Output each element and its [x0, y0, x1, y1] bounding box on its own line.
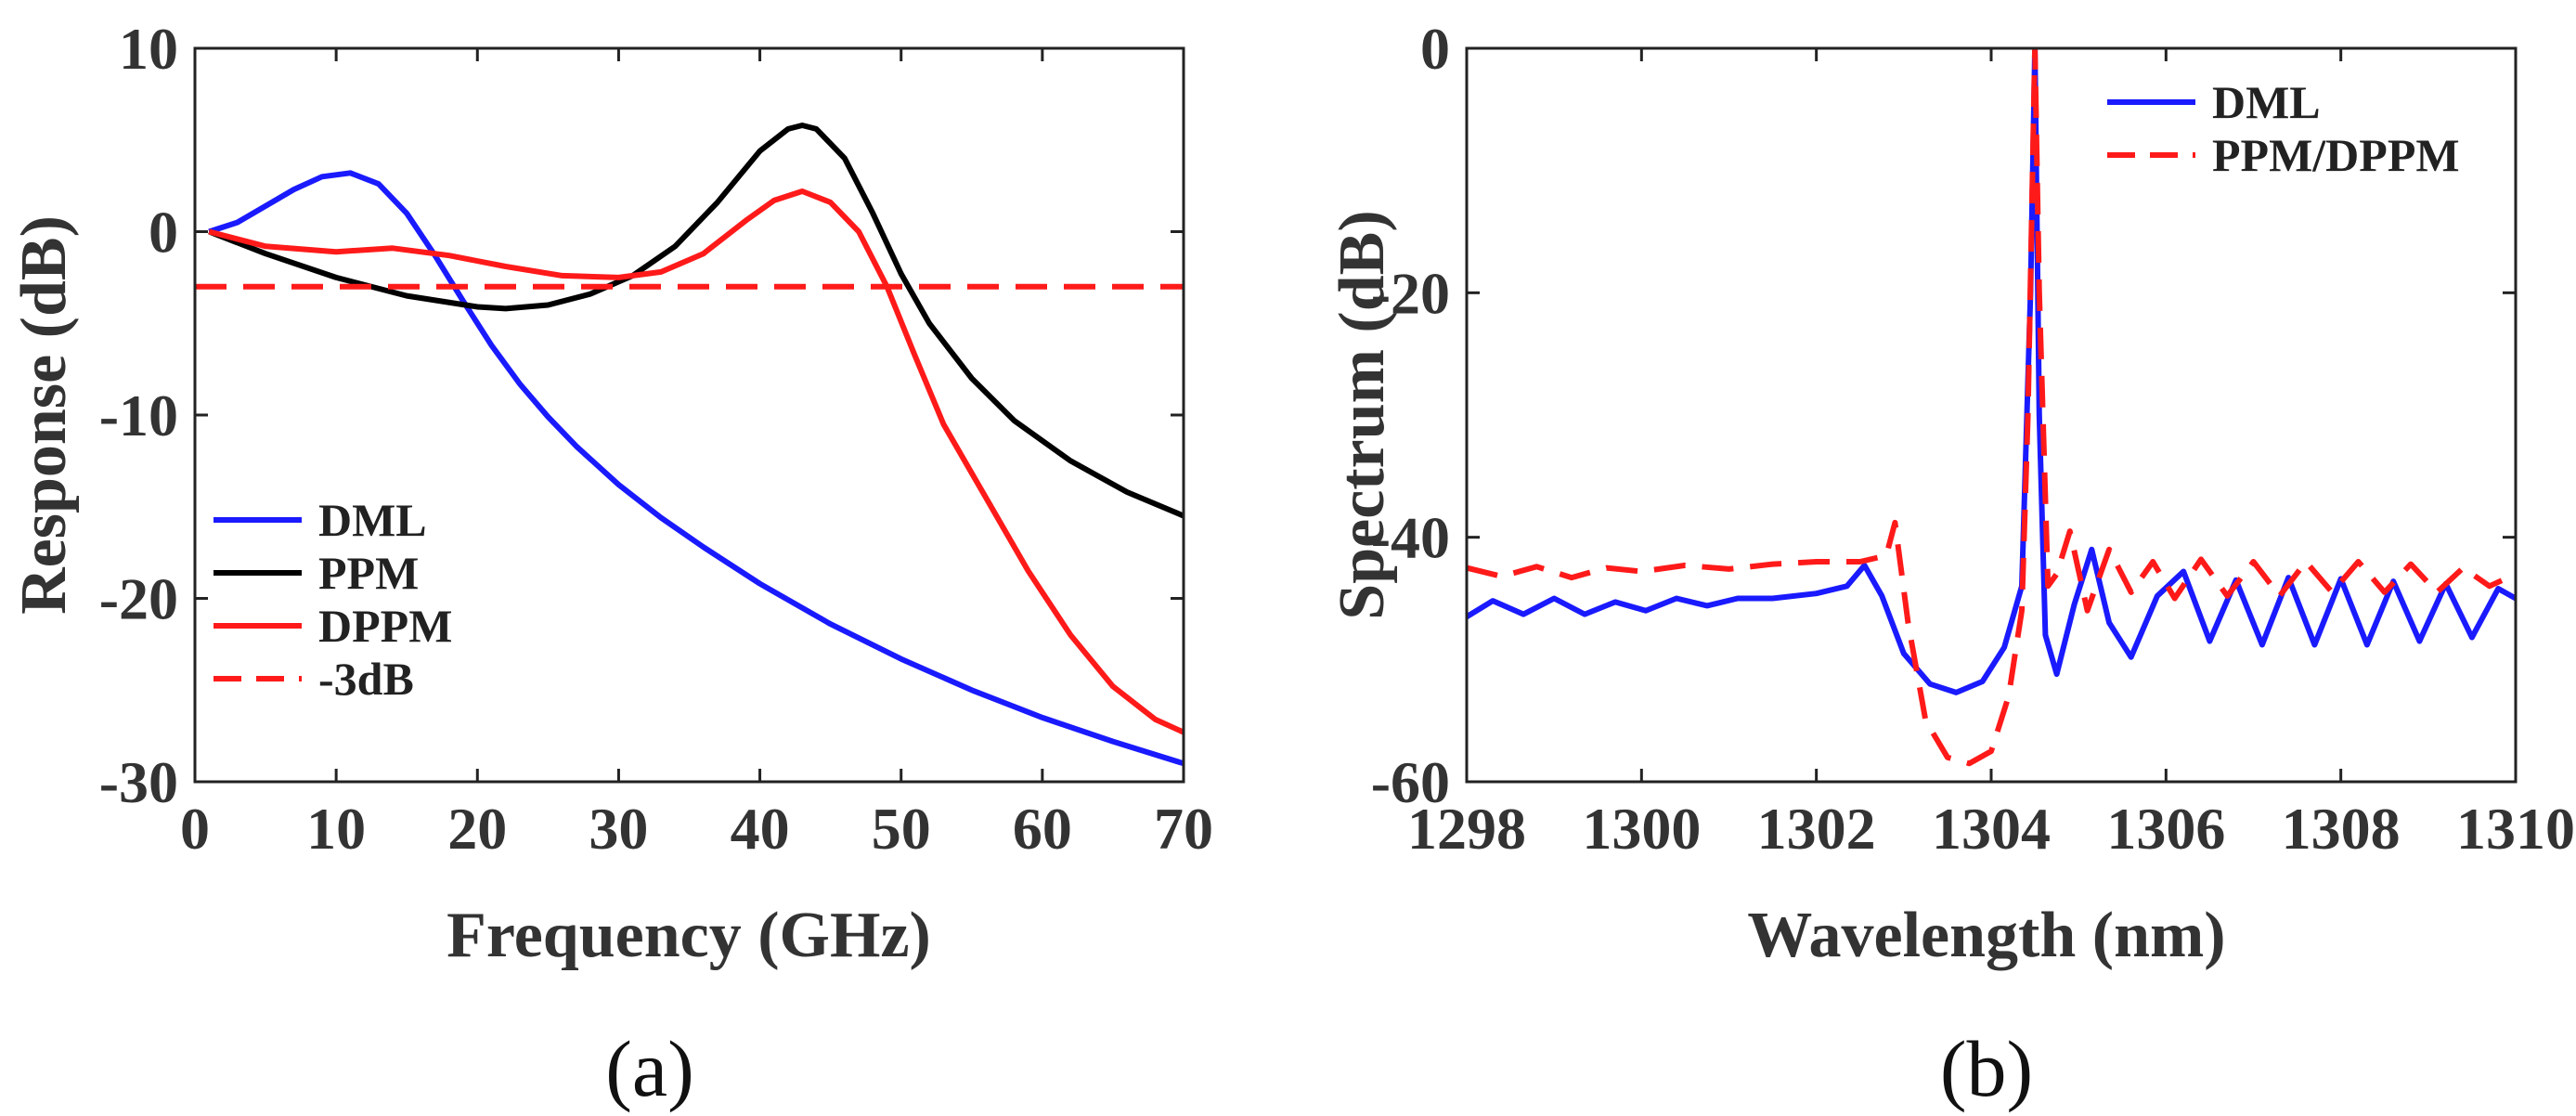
- chart-b-ylabel: Spectrum (dB): [1327, 210, 1398, 619]
- chart-b-ticks-group: 1298 1300 1302 1304 1306 1308 1310 -60 -40 -20 0: [1371, 16, 2575, 862]
- chart-a-ytick-label: -10: [99, 383, 178, 448]
- chart-b-series-line-1: [1467, 48, 2516, 767]
- chart-a-series-group: [195, 123, 1184, 767]
- chart-b-ytick-label: -60: [1371, 749, 1450, 815]
- chart-b-xtick-label: 1310: [2456, 796, 2575, 862]
- chart-a-ytick-label: 10: [119, 16, 178, 82]
- chart-a-xtick-label: 10: [306, 796, 366, 862]
- chart-a-series-line-2: [208, 188, 1184, 735]
- chart-a-series-line-1: [208, 123, 1184, 519]
- chart-a-xtick-label: 60: [1013, 796, 1072, 862]
- chart-b-series-line-0: [1467, 48, 2516, 695]
- chart-a-legend-label: -3dB: [318, 653, 414, 705]
- chart-a-ticks-group: 0 10 20 30 40 50 60 70 -30 -20 -10 0 10: [99, 16, 1213, 862]
- chart-b-ytick-label: 0: [1420, 16, 1450, 82]
- chart-b-xtick-label: 1298: [1407, 796, 1526, 862]
- chart-panel-a: 0 10 20 30 40 50 60 70 -30 -20 -10 0 10 DMLPPMDPPM-3…: [8, 16, 1213, 1113]
- chart-b-caption: (b): [1940, 1024, 2033, 1113]
- chart-a-caption: (a): [605, 1024, 693, 1113]
- chart-a-xlabel: Frequency (GHz): [447, 900, 931, 971]
- chart-a-xtick-label: 20: [447, 796, 507, 862]
- chart-b-xtick-label: 1308: [2282, 796, 2401, 862]
- chart-a-legend-label: DML: [318, 494, 427, 546]
- chart-a-ytick-label: 0: [149, 200, 178, 266]
- chart-a-xtick-label: 50: [872, 796, 931, 862]
- chart-a-xtick-label: 0: [180, 796, 210, 862]
- chart-b-legend-label: PPM/DPPM: [2212, 129, 2460, 181]
- chart-b-xtick-label: 1302: [1757, 796, 1876, 862]
- chart-a-xtick-label: 30: [589, 796, 648, 862]
- chart-b-series-group: [1467, 48, 2516, 767]
- chart-a-ytick-label: -20: [99, 566, 178, 632]
- chart-b-xtick-label: 1300: [1582, 796, 1701, 862]
- chart-b-xtick-label: 1304: [1932, 796, 2051, 862]
- chart-b-legend-label: DML: [2212, 76, 2321, 128]
- chart-a-xtick-label: 70: [1154, 796, 1213, 862]
- chart-b-xlabel: Wavelength (nm): [1747, 900, 2225, 971]
- chart-b-xtick-label: 1306: [2106, 796, 2225, 862]
- chart-b-ytick-label: -40: [1371, 505, 1450, 571]
- chart-a-ytick-label: -30: [99, 749, 178, 815]
- chart-b-ytick-label: -20: [1371, 260, 1450, 326]
- chart-panel-b: 1298 1300 1302 1304 1306 1308 1310 -60 -40 -20 0 D…: [1327, 16, 2575, 1113]
- chart-a-xtick-label: 40: [731, 796, 790, 862]
- chart-a-series-line-0: [208, 170, 1184, 767]
- chart-a-legend-label: PPM: [318, 547, 419, 599]
- chart-a-legend-label: DPPM: [318, 600, 452, 652]
- chart-a-ylabel: Response (dB): [8, 215, 80, 615]
